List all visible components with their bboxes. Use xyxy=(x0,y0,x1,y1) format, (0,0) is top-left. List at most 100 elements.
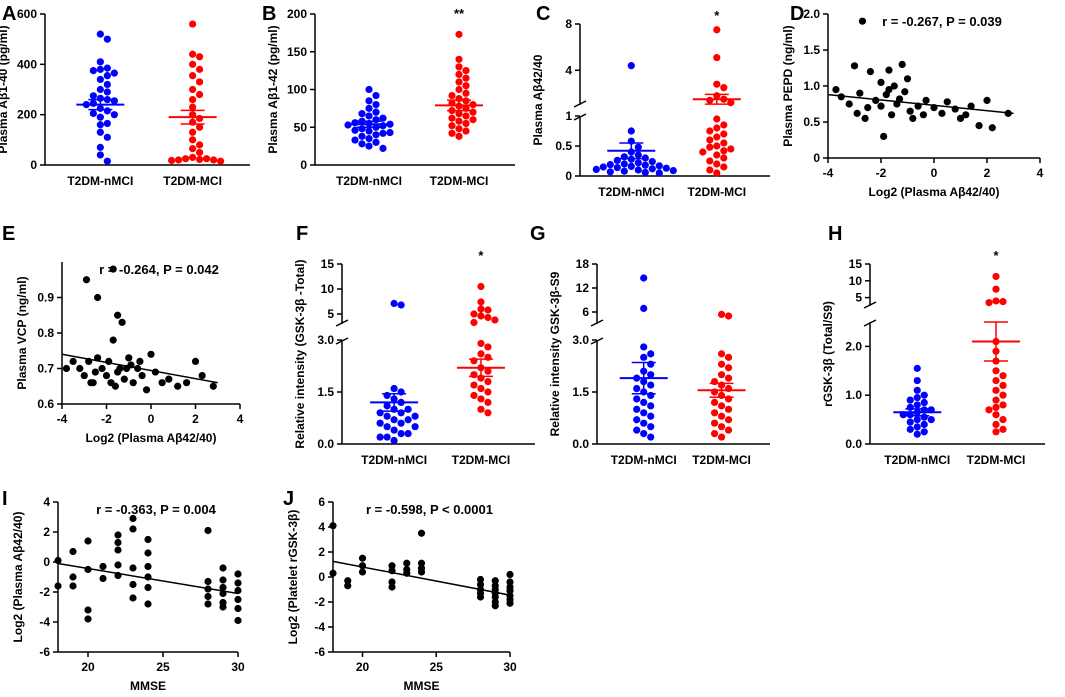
data-point xyxy=(234,616,242,625)
data-point xyxy=(388,562,396,570)
data-point xyxy=(724,395,733,403)
data-point xyxy=(358,568,367,576)
x-tick-label: 20 xyxy=(356,660,370,674)
y-tick-label: 2 xyxy=(318,545,325,559)
correlation-annotation: r = -0.267, P = 0.039 xyxy=(882,14,1002,29)
y-tick-label: 4 xyxy=(318,520,325,534)
data-point xyxy=(397,409,405,417)
data-point xyxy=(724,353,733,361)
x-tick-label: 2 xyxy=(192,412,199,426)
data-point xyxy=(717,360,726,368)
data-point xyxy=(455,55,463,63)
panel-label: E xyxy=(2,223,15,245)
y-axis-title: rGSK-3β (Total/S9) xyxy=(821,301,835,407)
data-point xyxy=(455,117,463,125)
data-point xyxy=(706,127,714,135)
data-point xyxy=(999,391,1007,399)
data-point xyxy=(114,531,122,539)
data-point xyxy=(99,574,107,583)
data-point xyxy=(462,127,470,135)
y-tick-label: 15 xyxy=(321,257,335,271)
x-tick-label: 25 xyxy=(430,660,444,674)
y-tick-label: 10 xyxy=(849,274,863,288)
data-point xyxy=(397,388,405,396)
data-point xyxy=(992,386,1000,394)
x-tick-label: 0 xyxy=(148,412,155,426)
data-point xyxy=(647,391,655,400)
data-point xyxy=(906,107,914,115)
category-label: T2DM-nMCI xyxy=(611,453,677,467)
data-point xyxy=(476,580,485,589)
data-point xyxy=(219,564,227,572)
y-tick-label: 0.5 xyxy=(803,115,820,129)
data-point xyxy=(234,570,242,578)
data-point xyxy=(114,561,122,569)
axis-break-mark xyxy=(863,319,877,327)
y-tick-label: 5 xyxy=(855,291,862,305)
category-label: T2DM-nMCI xyxy=(67,174,133,188)
data-point xyxy=(84,606,92,614)
data-point xyxy=(103,80,111,89)
data-point xyxy=(647,402,655,410)
data-point xyxy=(69,547,77,556)
data-point xyxy=(648,165,656,173)
y-tick-label: -4 xyxy=(39,615,50,629)
data-point xyxy=(448,129,456,137)
y-tick-label: 12 xyxy=(576,281,590,295)
data-point xyxy=(89,109,97,118)
data-point xyxy=(129,525,137,533)
data-point xyxy=(365,104,373,112)
data-point xyxy=(647,360,655,368)
data-point xyxy=(96,30,104,38)
data-point xyxy=(175,156,183,164)
data-point xyxy=(182,155,190,163)
data-point xyxy=(189,103,197,111)
data-point xyxy=(96,113,104,121)
data-point xyxy=(69,573,77,581)
data-point xyxy=(713,26,721,34)
y-axis-title: Plasma Aβ1-42 (pg/ml) xyxy=(266,25,280,153)
y-tick-label: 18 xyxy=(576,257,590,271)
y-tick-label: 150 xyxy=(287,45,307,59)
data-point xyxy=(710,430,719,438)
data-point xyxy=(383,433,391,441)
data-point xyxy=(906,425,914,433)
data-point xyxy=(484,353,492,361)
data-point xyxy=(91,368,99,376)
data-point xyxy=(640,274,648,282)
data-point xyxy=(365,85,373,94)
data-point xyxy=(477,395,485,403)
data-point xyxy=(54,582,62,590)
x-tick-label: 0 xyxy=(931,166,938,180)
x-tick-label: 30 xyxy=(503,660,517,674)
axis-break-mark xyxy=(590,337,604,345)
y-tick-label: 0.0 xyxy=(572,437,589,451)
data-point xyxy=(506,578,514,586)
data-point xyxy=(885,86,893,94)
data-point xyxy=(455,132,463,140)
y-tick-label: 0.8 xyxy=(37,326,54,340)
x-tick-label: 30 xyxy=(231,660,245,674)
data-point xyxy=(196,148,204,157)
data-point xyxy=(640,304,648,312)
data-point xyxy=(196,90,204,99)
data-point xyxy=(724,312,733,320)
x-tick-label: -2 xyxy=(876,166,887,180)
data-point xyxy=(699,148,707,156)
data-point xyxy=(189,153,197,162)
data-point xyxy=(913,416,921,424)
data-point xyxy=(880,132,888,140)
data-point xyxy=(647,423,655,431)
data-point xyxy=(720,139,728,147)
data-point xyxy=(669,167,677,175)
data-point xyxy=(484,378,492,386)
x-tick-label: -2 xyxy=(101,412,112,426)
data-point xyxy=(144,535,152,544)
data-point xyxy=(69,357,77,365)
data-point xyxy=(713,124,721,132)
data-point xyxy=(114,311,122,319)
data-point xyxy=(922,96,930,104)
data-point xyxy=(606,168,614,176)
data-point xyxy=(913,423,921,431)
data-point xyxy=(411,423,419,431)
